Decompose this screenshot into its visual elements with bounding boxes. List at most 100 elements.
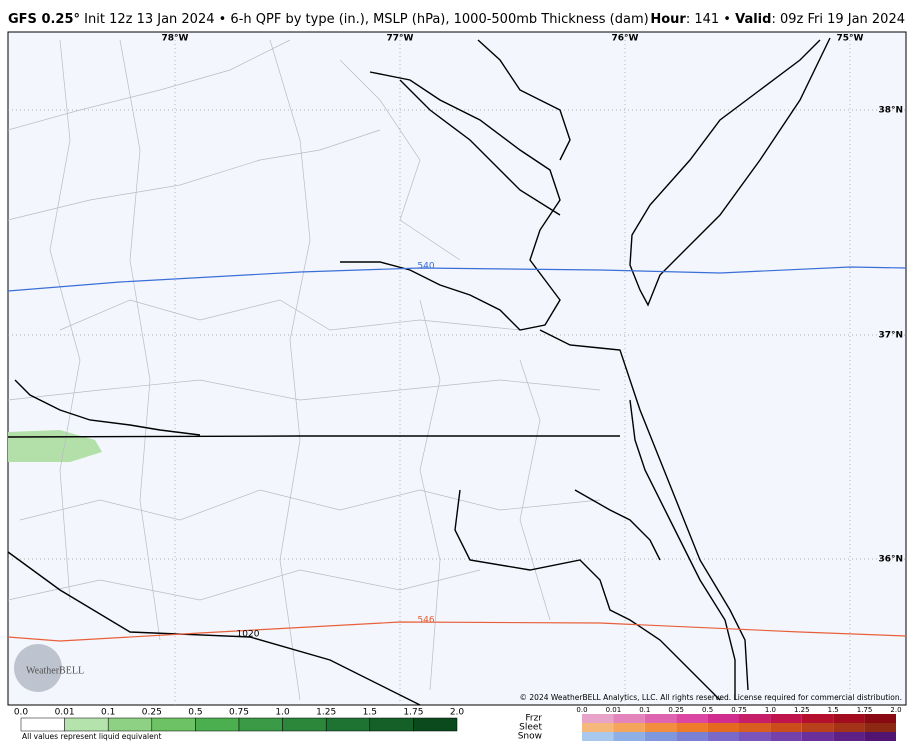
coastline (7, 37, 831, 706)
contour-label: 546 (417, 616, 434, 626)
ptype-tick-label: 1.0 (765, 706, 776, 714)
ptype-label: Sleet (519, 723, 542, 733)
county-line (7, 379, 601, 401)
coast (477, 39, 571, 161)
valid-label: Valid (735, 12, 771, 27)
valid-time: Hour: 141 • Valid: 09z Fri 19 Jan 2024 (650, 12, 905, 27)
ptype-swatch (644, 714, 677, 723)
legend: 0.0 0.01 0.1 0.25 0.5 0.75 1.0 1.25 1.5 1.75 2.0 Al… (14, 706, 902, 742)
county-line (519, 359, 551, 621)
qpf-swatch (20, 717, 65, 732)
coast (454, 489, 721, 701)
qpf-swatch (325, 717, 371, 732)
ptype-swatch (644, 732, 677, 741)
county-line (7, 569, 481, 601)
ptype-swatch (864, 732, 896, 741)
ptype-tick-label: 0.1 (639, 706, 650, 714)
qpf-swatch (107, 717, 153, 732)
county-line (269, 39, 311, 701)
qpf-swatch (64, 717, 109, 732)
county-line (59, 299, 521, 331)
ptype-swatch (833, 723, 865, 732)
qpf-swatch (369, 717, 414, 732)
coast (629, 399, 736, 700)
qpf-tick-label: 0.01 (55, 708, 75, 718)
coast (539, 329, 749, 691)
ptype-swatch (833, 732, 865, 741)
ptype-tick-label: 1.25 (794, 706, 810, 714)
county-line (339, 59, 461, 261)
ptype-label: Snow (518, 732, 542, 742)
ptype-swatch (770, 714, 802, 723)
ptype-swatch (801, 723, 834, 732)
qpf-tick-label: 0.25 (142, 708, 162, 718)
ptype-swatch (770, 723, 802, 732)
ptype-tick-label: 0.25 (668, 706, 684, 714)
ptype-tick-label: 0.0 (576, 706, 587, 714)
hour-label: Hour (650, 12, 686, 27)
lat-label: 36°N (878, 555, 903, 565)
ptype-swatch (613, 714, 645, 723)
ptype-swatch (739, 714, 771, 723)
ptype-swatch (801, 714, 834, 723)
contour-label: 1020 (237, 630, 260, 640)
county-line (419, 299, 441, 691)
logo-mark (14, 644, 62, 692)
ptype-swatch (613, 732, 645, 741)
ptype-swatch (833, 714, 865, 723)
ptype-tick-label: 0.75 (731, 706, 747, 714)
state-border (7, 435, 620, 438)
ptype-swatch (707, 723, 739, 732)
coast (14, 379, 201, 436)
ptype-swatch (864, 723, 896, 732)
qpf-tick-label: 1.0 (275, 708, 290, 718)
county-line (19, 489, 601, 521)
qpf-tick-label: 1.75 (403, 708, 423, 718)
qpf-swatch (413, 717, 458, 732)
ptype-swatch (864, 714, 896, 723)
model: GFS 0.25° (8, 12, 80, 27)
precip-area (8, 430, 102, 462)
qpf-tick-label: 2.0 (450, 708, 465, 718)
ptype-swatch (801, 732, 834, 741)
isobar (7, 551, 421, 706)
valid: : 09z Fri 19 Jan 2024 (771, 12, 905, 27)
hour: : 141 • (686, 12, 731, 27)
ptype-label: Frzr (525, 714, 542, 724)
qpf-tick-label: 0.0 (14, 708, 29, 718)
ptype-swatch (613, 723, 645, 732)
coast (399, 79, 561, 216)
qpf-tick-label: 1.5 (363, 708, 377, 718)
qpf-tick-label: 0.5 (188, 708, 202, 718)
graticule (8, 32, 906, 705)
lat-label: 38°N (878, 106, 903, 116)
ptype-swatch (582, 714, 614, 723)
logo: WeatherBELL (26, 665, 84, 676)
ptype-tick-label: 0.5 (702, 706, 713, 714)
lon-label: 75°W (837, 34, 864, 44)
ptype-swatch (676, 723, 708, 732)
qpf-swatch (238, 717, 283, 732)
qpf-tick-label: 1.25 (316, 708, 336, 718)
lon-label: 76°W (612, 34, 639, 44)
copyright: © 2024 WeatherBELL Analytics, LLC. All r… (520, 693, 902, 702)
ptype-tick-label: 0.01 (606, 706, 622, 714)
lon-label: 78°W (162, 34, 189, 44)
ptype-swatch (707, 714, 739, 723)
ptype-swatch (644, 723, 677, 732)
county-line (49, 39, 81, 601)
ptype-tick-label: 1.75 (857, 706, 873, 714)
qpf-note: All values represent liquid equivalent (22, 732, 161, 741)
ptype-swatch (707, 732, 739, 741)
lon-label: 77°W (387, 34, 414, 44)
county-line (119, 39, 161, 641)
map-frame (7, 31, 907, 706)
coast (340, 71, 561, 331)
coast (574, 489, 661, 561)
title: GFS 0.25° Init 12z 13 Jan 2024 • 6-h QPF… (8, 12, 649, 27)
qpf-tick-label: 0.1 (101, 708, 115, 718)
ptype-swatch (582, 732, 614, 741)
ptype-tick-label: 1.5 (828, 706, 839, 714)
